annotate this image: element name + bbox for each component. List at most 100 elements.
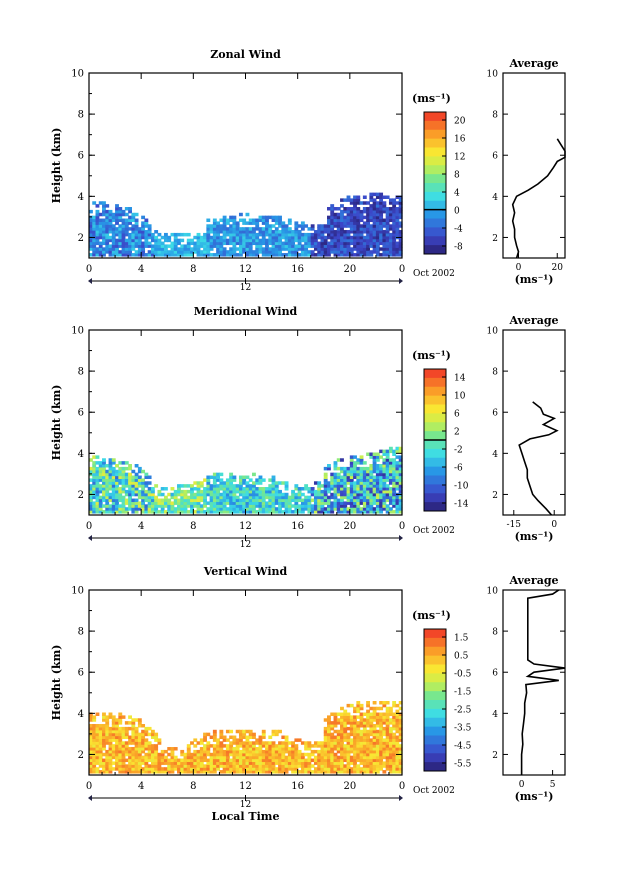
heatmap-cell (356, 744, 361, 748)
heatmap-cell (346, 735, 351, 740)
heatmap-cell (304, 487, 309, 491)
heatmap-cell (124, 484, 129, 488)
heatmap-cell (186, 504, 191, 508)
heatmap-cell (304, 241, 309, 246)
heatmap-cell (105, 504, 110, 508)
heatmap-cell (356, 221, 361, 225)
heatmap-cell (356, 195, 361, 199)
heatmap-cell (190, 492, 194, 497)
heatmap-cell (379, 232, 384, 237)
heatmap-cell (271, 484, 276, 488)
heatmap-cell (193, 767, 198, 771)
heatmap-cell (141, 221, 146, 225)
heatmap-cell (353, 253, 357, 257)
heatmap-cell (359, 735, 364, 740)
heatmap-cell (252, 230, 256, 234)
heatmap-cell (150, 770, 155, 774)
heatmap-cell (255, 481, 260, 485)
heatmap-cell (216, 230, 221, 234)
heatmap-cell (274, 253, 279, 257)
heatmap-cell (245, 744, 250, 748)
heatmap-cell (238, 761, 243, 765)
heatmap-cell (323, 507, 328, 511)
heatmap-cell (238, 481, 243, 485)
heatmap-cell (222, 510, 227, 514)
heatmap-cell (199, 495, 204, 500)
heatmap-cell (336, 487, 341, 491)
heatmap-cell (356, 230, 361, 234)
heatmap-cell (369, 744, 374, 748)
heatmap-cell (98, 510, 103, 514)
heatmap-cell (238, 741, 243, 745)
heatmap-cell (137, 738, 142, 742)
heatmap-cell (385, 755, 390, 760)
heatmap-cell (212, 238, 217, 243)
heatmap-cell (124, 764, 129, 768)
colorbar-tick-label: -8 (454, 243, 463, 253)
heatmap-cell (177, 238, 181, 243)
heatmap-cell (137, 244, 142, 248)
heatmap-cell (271, 232, 276, 237)
heatmap-cell (95, 747, 100, 751)
heatmap-cell (144, 235, 149, 240)
heatmap-cell (124, 741, 129, 745)
heatmap-cell (255, 752, 260, 757)
heatmap-cell (261, 732, 266, 737)
heatmap-cell (323, 729, 328, 734)
heatmap-cell (349, 498, 354, 503)
heatmap-cell (330, 510, 335, 514)
heatmap-cell (131, 752, 136, 757)
heatmap-cell (238, 501, 243, 505)
heatmap-cell (369, 204, 374, 208)
heatmap-cell (395, 715, 400, 719)
heatmap-cell (320, 770, 325, 774)
heatmap-cell (271, 475, 276, 480)
heatmap-cell (372, 244, 377, 248)
heatmap-cell (333, 253, 338, 257)
heatmap-cell (131, 244, 136, 248)
heatmap-cell (173, 253, 178, 257)
heatmap-cell (304, 253, 309, 257)
heatmap-cell (320, 761, 325, 765)
heatmap-cell (190, 487, 194, 491)
heatmap-cell (92, 466, 97, 471)
heatmap-cell (225, 767, 230, 771)
heatmap-cell (379, 489, 384, 494)
heatmap-cell (330, 209, 335, 214)
heatmap-cell (225, 250, 230, 254)
heatmap-cell (300, 247, 305, 251)
heatmap-cell (124, 461, 129, 465)
heatmap-cell (323, 764, 328, 768)
heatmap-cell (382, 752, 387, 757)
heatmap-cell (327, 510, 331, 514)
heatmap-cell (327, 715, 331, 719)
heatmap-cell (196, 741, 201, 745)
heatmap-cell (180, 238, 185, 243)
heatmap-cell (366, 724, 370, 728)
heatmap-cell (395, 478, 400, 482)
heatmap-cell (330, 232, 335, 237)
heatmap-cell (225, 507, 230, 511)
heatmap-cell (252, 507, 256, 511)
heatmap-cell (382, 729, 387, 734)
colorbar-tick-label: -1.5 (454, 688, 472, 698)
heatmap-cell (252, 472, 256, 477)
heatmap-cell (375, 495, 380, 500)
heatmap-cell (379, 204, 384, 208)
heatmap-cell (238, 487, 243, 491)
heatmap-cell (349, 458, 354, 462)
heatmap-cell (137, 475, 142, 480)
heatmap-cell (385, 729, 390, 734)
heatmap-cell (333, 724, 338, 728)
heatmap-cell (108, 735, 113, 740)
heatmap-cell (115, 209, 119, 214)
heatmap-cell (353, 718, 357, 722)
heatmap-cell (150, 489, 155, 494)
heatmap-cell (131, 481, 136, 485)
heatmap-cell (356, 227, 361, 231)
heatmap-cell (346, 475, 351, 480)
heatmap-cell (134, 484, 139, 488)
heatmap-cell (229, 253, 234, 257)
heatmap-cell (216, 741, 221, 745)
